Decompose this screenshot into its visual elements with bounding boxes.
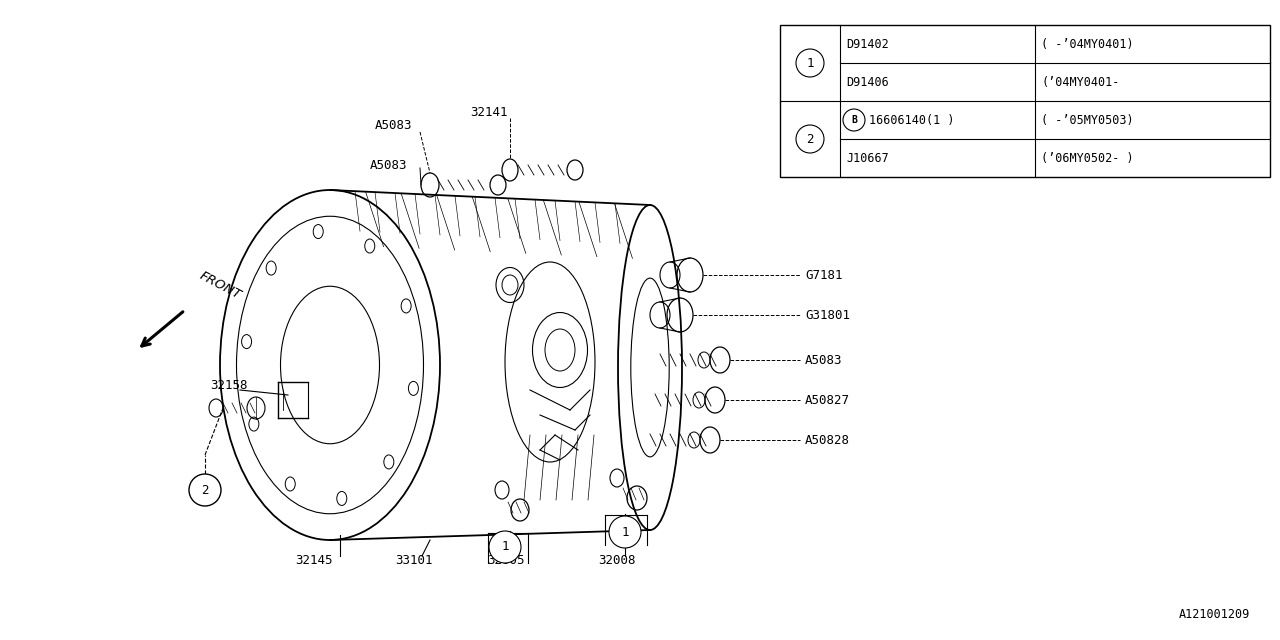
Text: 1: 1 [806, 56, 814, 70]
Text: (’04MY0401-: (’04MY0401- [1041, 76, 1120, 88]
Text: 33101: 33101 [396, 554, 433, 566]
Bar [780, 25, 1270, 177]
Text: G31801: G31801 [805, 308, 850, 321]
Text: 32145: 32145 [294, 554, 333, 566]
Text: J10667: J10667 [846, 152, 888, 164]
Circle shape [189, 474, 221, 506]
Text: 1: 1 [621, 525, 628, 538]
Text: A5083: A5083 [375, 118, 412, 131]
Text: A5083: A5083 [805, 353, 842, 367]
Text: 16606140(1 ): 16606140(1 ) [869, 113, 955, 127]
Circle shape [796, 125, 824, 153]
Text: 2: 2 [806, 132, 814, 145]
Text: A5083: A5083 [370, 159, 407, 172]
Text: A121001209: A121001209 [1179, 609, 1251, 621]
Text: D91406: D91406 [846, 76, 888, 88]
Text: 1: 1 [502, 541, 508, 554]
Text: ( -’04MY0401): ( -’04MY0401) [1041, 38, 1134, 51]
Text: D91402: D91402 [846, 38, 888, 51]
Text: 32008: 32008 [598, 554, 635, 566]
Text: 32005: 32005 [486, 554, 525, 566]
Text: A50828: A50828 [805, 433, 850, 447]
Text: G7181: G7181 [805, 269, 842, 282]
Text: ( -’05MY0503): ( -’05MY0503) [1041, 113, 1134, 127]
Text: (’06MY0502- ): (’06MY0502- ) [1041, 152, 1134, 164]
Text: FRONT: FRONT [197, 269, 243, 302]
Text: 32158: 32158 [210, 378, 247, 392]
Text: 32141: 32141 [470, 106, 507, 118]
Circle shape [844, 109, 865, 131]
Circle shape [489, 531, 521, 563]
Text: B: B [851, 115, 856, 125]
Circle shape [796, 49, 824, 77]
Circle shape [609, 516, 641, 548]
Text: A50827: A50827 [805, 394, 850, 406]
Text: 2: 2 [201, 483, 209, 497]
